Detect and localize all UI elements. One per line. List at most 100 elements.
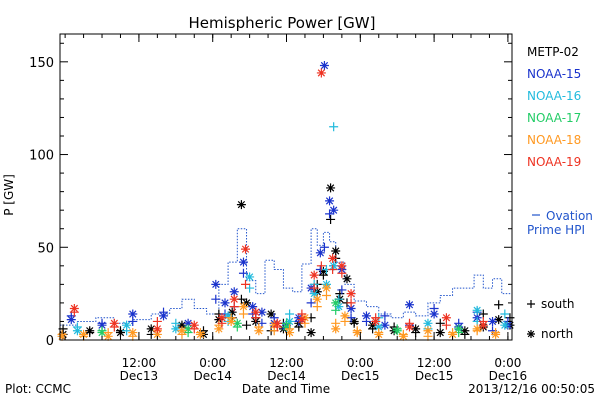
north-marker (223, 311, 233, 321)
south-marker (245, 283, 255, 293)
north-marker (238, 302, 248, 312)
north-marker (429, 309, 439, 319)
legend-noaa-18: NOAA-18 (527, 133, 581, 147)
north-marker (325, 196, 335, 206)
south-marker (494, 300, 504, 310)
north-marker (329, 205, 339, 215)
x-tick-date-label: Dec14 (267, 369, 306, 383)
legend: METP-02 NOAA-15 NOAA-16 NOAA-17 NOAA-18 NOAA-… (527, 45, 593, 341)
x-tick-time-label: 0:00 (347, 356, 374, 370)
x-tick-time-label: 12:00 (269, 356, 304, 370)
north-marker (319, 61, 329, 71)
north-marker (340, 311, 350, 321)
north-marker (85, 326, 95, 336)
north-marker (245, 272, 255, 282)
plot-credit: Plot: CCMC (5, 382, 71, 396)
north-marker (257, 307, 267, 317)
south-marker (241, 279, 251, 289)
north-marker (79, 329, 89, 339)
north-marker (220, 298, 230, 308)
north-marker (318, 266, 328, 276)
north-marker (248, 302, 258, 312)
north-marker (331, 324, 341, 334)
north-marker (66, 315, 76, 325)
north-marker (312, 287, 322, 297)
south-marker (319, 242, 329, 252)
north-marker (331, 298, 341, 308)
south-marker (380, 311, 390, 321)
x-tick-date-label: Dec13 (120, 369, 159, 383)
north-marker (312, 294, 322, 304)
north-marker (423, 326, 433, 336)
marker-legend-north: north (541, 327, 573, 341)
north-marker (128, 309, 138, 319)
south-marker (325, 209, 335, 219)
north-marker (423, 318, 433, 328)
north-marker (269, 320, 279, 330)
north-marker (441, 313, 451, 323)
north-marker (435, 328, 445, 338)
north-marker (229, 287, 239, 297)
legend-noaa-15: NOAA-15 (527, 67, 581, 81)
north-marker (315, 248, 325, 258)
south-marker (337, 285, 347, 295)
north-marker (251, 307, 261, 317)
south-marker (309, 283, 319, 293)
y-tick-label: 150 (29, 56, 54, 71)
y-tick-label: 0 (46, 334, 54, 349)
x-tick-time-label: 12:00 (417, 356, 452, 370)
north-marker (346, 303, 356, 313)
north-marker (405, 300, 415, 310)
north-marker (128, 328, 138, 338)
south-marker (500, 309, 510, 319)
north-marker (329, 261, 339, 271)
north-marker (146, 324, 156, 334)
north-marker (97, 320, 107, 330)
north-marker (103, 331, 113, 341)
north-marker (337, 261, 347, 271)
x-tick-time-label: 0:00 (494, 356, 521, 370)
south-marker (326, 214, 336, 224)
chart-title: Hemispheric Power [GW] (189, 14, 376, 32)
north-marker (306, 328, 316, 338)
north-marker (285, 316, 295, 326)
north-marker (374, 329, 384, 339)
north-marker (297, 315, 307, 325)
north-marker (380, 320, 390, 330)
south-marker (346, 298, 356, 308)
legend-noaa-16: NOAA-16 (527, 89, 581, 103)
north-marker (361, 311, 371, 321)
south-marker (211, 294, 221, 304)
north-marker (472, 324, 482, 334)
south-marker (435, 318, 445, 328)
x-tick-date-label: Dec16 (489, 369, 528, 383)
ovation-legend-label: Ovation (546, 209, 593, 223)
north-marker (254, 326, 264, 336)
ovation-hpi-line (60, 228, 513, 326)
north-marker (331, 246, 341, 256)
north-marker (405, 322, 415, 332)
north-marker (454, 324, 464, 334)
north-marker (500, 320, 510, 330)
north-marker (371, 316, 381, 326)
south-marker (346, 313, 356, 323)
north-marker (398, 331, 408, 341)
south-marker (329, 122, 339, 132)
legend-noaa-19: NOAA-19 (527, 155, 581, 169)
north-marker (488, 316, 498, 326)
north-marker (494, 315, 504, 325)
series-noaa-16 (72, 122, 510, 336)
north-marker (115, 328, 125, 338)
north-marker (282, 322, 292, 332)
north-marker (236, 200, 246, 210)
north-marker (309, 289, 319, 299)
north-marker (272, 318, 282, 328)
legend-noaa-17: NOAA-17 (527, 111, 581, 125)
north-marker (57, 331, 67, 341)
north-marker (211, 279, 221, 289)
north-marker (152, 329, 162, 339)
axes: 05010015012:00Dec130:00Dec1412:00Dec140:… (29, 33, 528, 383)
north-marker (189, 320, 199, 330)
north-marker (122, 320, 132, 330)
